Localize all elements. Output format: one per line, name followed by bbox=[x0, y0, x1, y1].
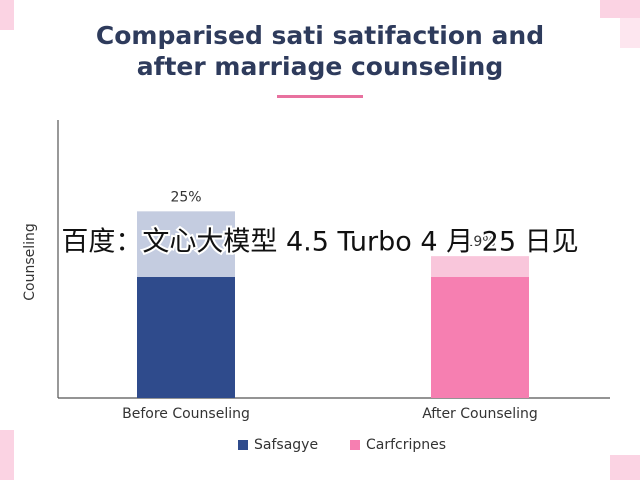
value-label: 25% bbox=[170, 189, 201, 205]
corner-decoration bbox=[620, 18, 640, 48]
y-axis-label: Counseling bbox=[22, 223, 38, 301]
title-underline bbox=[277, 95, 363, 98]
legend-swatch bbox=[350, 440, 360, 450]
corner-decoration bbox=[610, 455, 640, 480]
x-tick-label: Before Counseling bbox=[122, 406, 250, 422]
legend-swatch bbox=[238, 440, 248, 450]
corner-decoration bbox=[0, 430, 14, 480]
value-label: 19% bbox=[464, 234, 495, 250]
bar bbox=[431, 256, 529, 398]
x-tick-label: After Counseling bbox=[422, 406, 538, 422]
corner-decoration bbox=[600, 0, 640, 18]
chart-title: Comparised sati satifaction and bbox=[96, 21, 544, 50]
bar bbox=[137, 211, 235, 398]
legend-label: Carfcripnes bbox=[366, 437, 446, 453]
watermark: 百度：文心大模型 4.5 Turbo 4 月 25 日见 bbox=[61, 227, 578, 258]
legend-label: Safsagye bbox=[254, 437, 318, 453]
chart-title: after marriage counseling bbox=[137, 52, 504, 81]
corner-decoration bbox=[0, 0, 14, 30]
